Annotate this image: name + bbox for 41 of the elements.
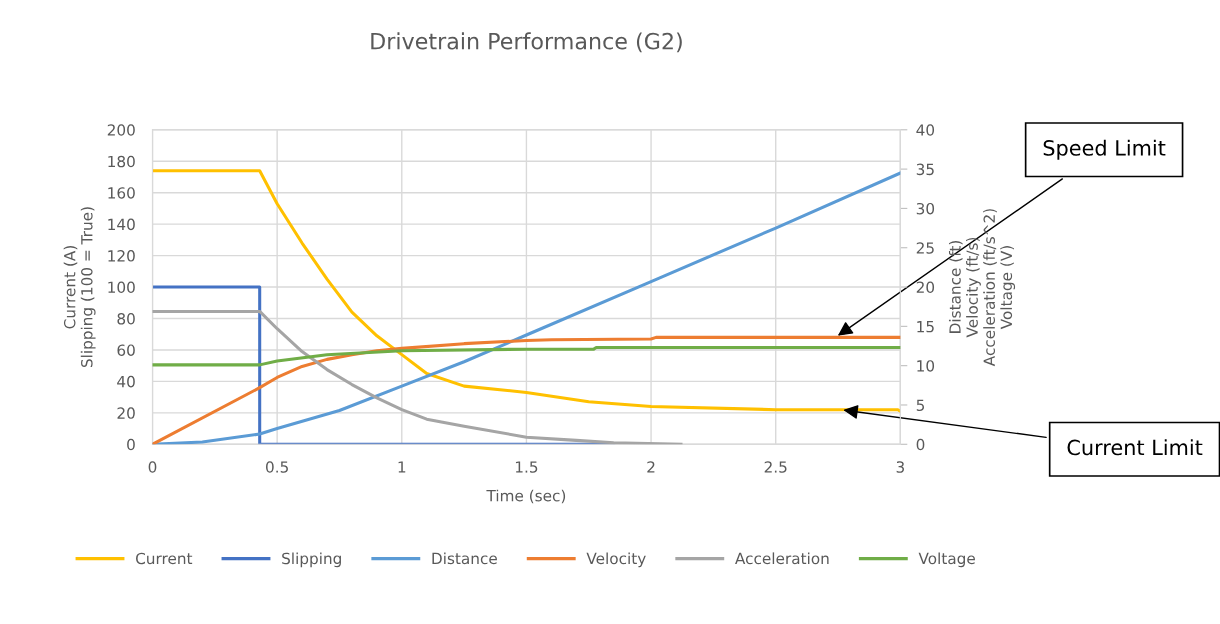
legend-label: Current	[136, 552, 193, 565]
y2-tick-label: 25	[916, 242, 934, 254]
y-tick-label: 60	[117, 344, 135, 356]
y-tick-label: 200	[107, 124, 135, 136]
y-tick-label: 20	[117, 407, 135, 419]
x-tick-label: 2.5	[764, 461, 787, 473]
y-tick-label: 80	[117, 312, 135, 325]
y-tick-label: 180	[108, 155, 135, 168]
y-tick-label: 120	[108, 250, 135, 262]
annotation: Speed Limit	[1043, 139, 1166, 160]
line-series	[152, 346, 901, 367]
y-tick-label: 100	[108, 281, 135, 294]
y2-tick-label: 20	[916, 281, 935, 294]
chart-title: Drivetrain Performance (G2)	[371, 32, 682, 53]
y-tick-label: 0	[127, 438, 135, 451]
x-tick-label: 2	[647, 461, 655, 473]
x-tick-label: 1	[398, 461, 406, 473]
y2-tick-label: 40	[916, 124, 935, 136]
y2-tick-label: 5	[916, 399, 925, 411]
x-tick-label: 1.5	[515, 461, 538, 473]
legend-label: Distance	[432, 552, 497, 565]
legend-label: Slipping	[282, 552, 341, 568]
y2-tick-label: 30	[916, 202, 935, 215]
y2-axis-title: Distance (ft) Velocity (ft/s) Acceleration (ft/s^2) Voltage (V)	[948, 209, 1016, 367]
y2-tick-label: 0	[916, 438, 925, 451]
x-tick-label: 3	[896, 461, 904, 473]
y-tick-label: 140	[108, 218, 135, 231]
y-tick-label: 160	[108, 187, 135, 199]
x-tick-label: 0.5	[266, 461, 288, 473]
y-tick-label: 40	[117, 375, 135, 388]
y-axis-title: Current (A) Slipping (100 = True)	[63, 207, 96, 368]
legend-label: Voltage	[918, 552, 975, 568]
y2-tick-label: 15	[917, 321, 934, 333]
y2-tick-label: 10	[917, 360, 935, 372]
legend-label: Velocity	[586, 552, 646, 568]
x-axis-title: Time (sec)	[486, 489, 566, 504]
line-series	[152, 309, 683, 445]
legend-label: Acceleration	[735, 552, 829, 565]
annotation: Current Limit	[1067, 439, 1203, 456]
y2-tick-label: 35	[916, 163, 934, 176]
x-tick-label: 0	[148, 461, 157, 473]
